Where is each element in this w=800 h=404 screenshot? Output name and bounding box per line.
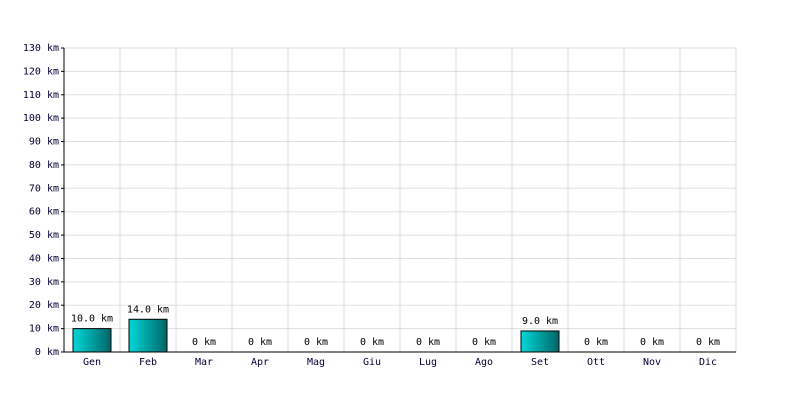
x-tick-label: Gen [83, 357, 101, 368]
value-label: 0 km [584, 337, 608, 348]
value-label: 9.0 km [522, 316, 558, 327]
x-tick-label: Apr [251, 357, 269, 368]
x-tick-label: Dic [699, 357, 717, 368]
y-tick-label: 80 km [29, 160, 59, 171]
value-label: 0 km [192, 337, 216, 348]
value-label: 0 km [640, 337, 664, 348]
bar [520, 330, 560, 353]
value-label: 0 km [360, 337, 384, 348]
y-tick-label: 100 km [23, 113, 59, 124]
x-tick-label: Mar [195, 357, 213, 368]
y-tick-label: 40 km [29, 253, 59, 264]
y-tick-label: 20 km [29, 300, 59, 311]
x-tick-label: Ago [475, 357, 493, 368]
y-tick-label: 30 km [29, 277, 59, 288]
x-tick-label: Mag [307, 357, 325, 368]
y-tick-label: 10 km [29, 324, 59, 335]
bar [128, 318, 168, 353]
x-tick-label: Feb [139, 357, 157, 368]
y-tick-label: 110 km [23, 90, 59, 101]
y-tick-label: 70 km [29, 183, 59, 194]
value-label: 0 km [472, 337, 496, 348]
bar [72, 328, 112, 353]
x-tick-label: Set [531, 357, 549, 368]
value-label: 10.0 km [71, 314, 113, 325]
x-tick-label: Nov [643, 357, 661, 368]
x-tick-label: Giu [363, 357, 381, 368]
value-label: 0 km [416, 337, 440, 348]
value-label: 0 km [696, 337, 720, 348]
value-label: 14.0 km [127, 304, 169, 315]
y-tick-label: 130 km [23, 43, 59, 54]
x-tick-label: Ott [587, 357, 605, 368]
value-label: 0 km [248, 337, 272, 348]
x-tick-label: Lug [419, 357, 437, 368]
y-tick-label: 90 km [29, 137, 59, 148]
y-tick-label: 120 km [23, 66, 59, 77]
value-label: 0 km [304, 337, 328, 348]
y-tick-label: 0 km [35, 347, 59, 358]
y-tick-label: 50 km [29, 230, 59, 241]
y-tick-label: 60 km [29, 207, 59, 218]
